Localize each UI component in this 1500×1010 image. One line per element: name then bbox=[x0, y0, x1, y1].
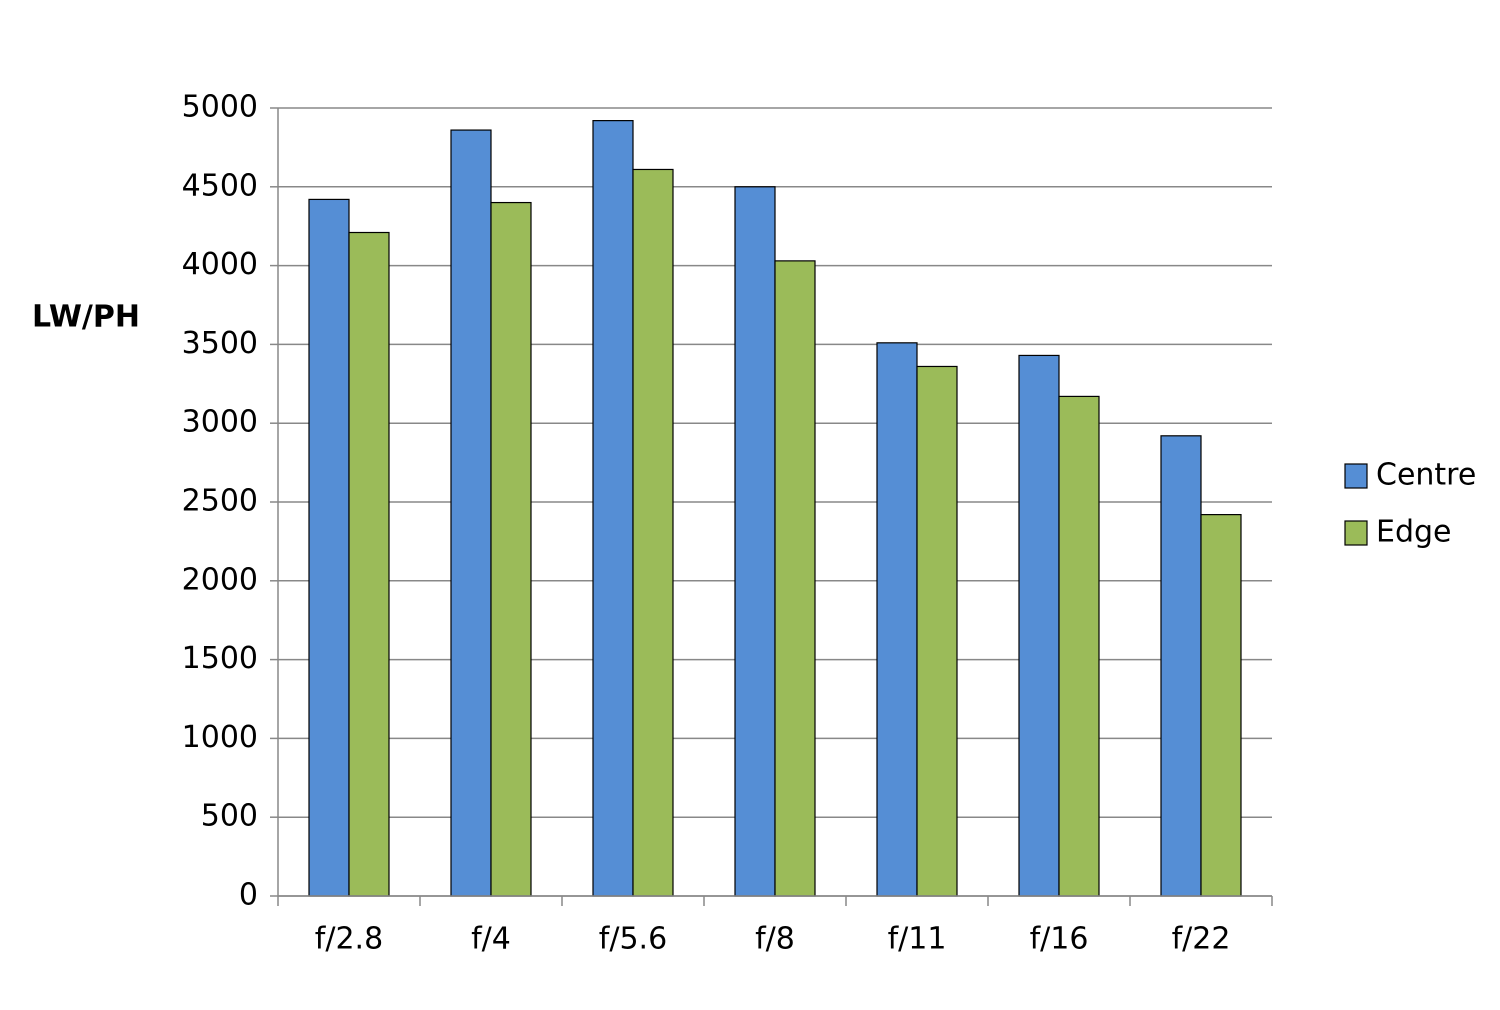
y-tick-label: 2500 bbox=[182, 484, 258, 519]
bar bbox=[1160, 435, 1202, 897]
y-axis-label: LW/PH bbox=[32, 300, 140, 335]
legend-swatch bbox=[1344, 463, 1368, 489]
bar bbox=[450, 129, 492, 897]
bar bbox=[308, 198, 350, 897]
y-tick-label: 3000 bbox=[182, 405, 258, 440]
x-tick-label: f/5.6 bbox=[599, 922, 667, 957]
x-tick-label: f/11 bbox=[888, 922, 947, 957]
y-tick-label: 500 bbox=[201, 799, 258, 834]
x-tick-label: f/8 bbox=[755, 922, 795, 957]
y-tick-label: 0 bbox=[239, 878, 258, 913]
y-tick-label: 2000 bbox=[182, 562, 258, 597]
y-tick-label: 1500 bbox=[182, 641, 258, 676]
y-tick-label: 4500 bbox=[182, 168, 258, 203]
bar bbox=[774, 260, 816, 897]
y-tick-label: 3500 bbox=[182, 326, 258, 361]
bar bbox=[1018, 354, 1060, 897]
legend-swatch bbox=[1344, 520, 1368, 546]
bar bbox=[876, 342, 918, 897]
bar bbox=[348, 231, 390, 897]
legend-label: Edge bbox=[1376, 515, 1452, 550]
bar bbox=[490, 201, 532, 897]
bar bbox=[1200, 514, 1242, 897]
x-tick-label: f/16 bbox=[1030, 922, 1089, 957]
bar bbox=[734, 186, 776, 897]
x-tick-label: f/2.8 bbox=[315, 922, 383, 957]
y-tick-label: 4000 bbox=[182, 247, 258, 282]
bar bbox=[592, 120, 634, 897]
y-tick-label: 1000 bbox=[182, 720, 258, 755]
bar bbox=[632, 168, 674, 897]
bar bbox=[1058, 395, 1100, 897]
legend-label: Centre bbox=[1376, 458, 1476, 493]
x-tick-label: f/22 bbox=[1172, 922, 1231, 957]
y-tick-label: 5000 bbox=[182, 90, 258, 125]
x-tick-label: f/4 bbox=[471, 922, 511, 957]
bar bbox=[916, 365, 958, 897]
